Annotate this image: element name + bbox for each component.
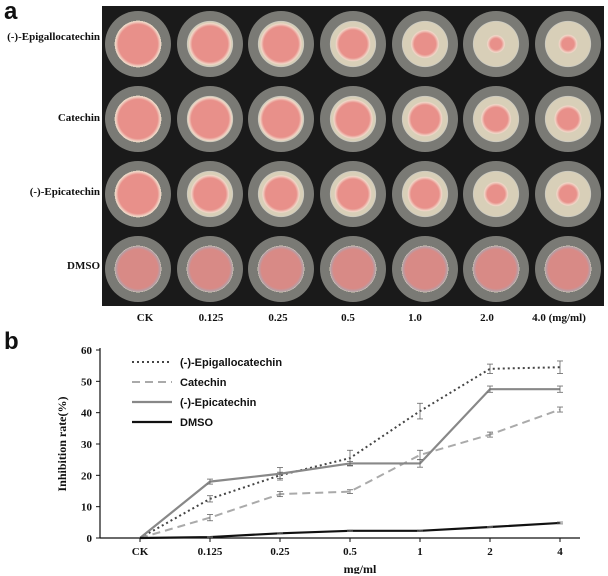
row-label: Catechin: [57, 112, 100, 124]
petri-dish: [463, 85, 530, 152]
petri-dish: [463, 10, 530, 77]
y-tick-label: 50: [81, 376, 93, 388]
petri-dish: [176, 85, 243, 152]
petri-dish: [104, 235, 171, 302]
concentration-label: 1.0: [408, 312, 422, 324]
x-tick-label: 1: [417, 546, 423, 558]
y-tick-label: 30: [81, 439, 93, 451]
legend-label: DMSO: [180, 417, 213, 429]
panel-b-letter: b: [4, 328, 19, 355]
photo-row: [102, 156, 604, 231]
y-tick-label: 40: [81, 408, 93, 420]
x-tick-label: 0.125: [198, 546, 223, 558]
y-axis-title: Inhibition rate(%): [55, 396, 69, 491]
concentration-label: 2.0: [480, 312, 494, 324]
legend-label: (-)-Epicatechin: [180, 397, 257, 409]
concentration-label: 0.5: [341, 312, 355, 324]
petri-dish: [391, 10, 458, 77]
petri-dish: [463, 160, 530, 227]
petri-dish: [176, 235, 243, 302]
petri-dish: [320, 160, 386, 227]
x-tick-label: CK: [132, 546, 149, 558]
panel-a-letter: a: [4, 0, 18, 25]
petri-dish: [391, 85, 458, 152]
petri-dish: [248, 85, 315, 152]
y-tick-label: 60: [81, 345, 93, 357]
petri-dish: [248, 10, 315, 77]
petri-dish: [320, 10, 386, 77]
legend-label: (-)-Epigallocatechin: [180, 357, 282, 369]
petri-dish: [535, 160, 602, 227]
row-label: (-)-Epicatechin: [29, 186, 100, 198]
row-label: (-)-Epigallocatechin: [7, 31, 100, 43]
petri-dish: [463, 235, 530, 302]
petri-dish: [535, 235, 602, 302]
legend-label: Catechin: [180, 377, 227, 389]
row-label: DMSO: [67, 260, 100, 272]
photo-row: [102, 231, 604, 306]
x-tick-label: 0.25: [270, 546, 290, 558]
petri-dish: [320, 235, 386, 302]
petri-dish: [104, 85, 171, 152]
concentration-label: CK: [136, 312, 154, 324]
x-tick-label: 4: [557, 546, 563, 558]
concentration-label: 4.0 (mg/ml): [532, 312, 586, 324]
petri-dish: [248, 160, 315, 227]
petri-dish: [535, 85, 602, 152]
x-tick-label: 0.5: [343, 546, 357, 558]
petri-dish: [104, 10, 171, 77]
y-tick-label: 10: [81, 502, 93, 514]
petri-dish: [391, 235, 458, 302]
petri-dish-photo-grid: [102, 6, 604, 306]
concentration-label: 0.125: [198, 312, 224, 324]
y-tick-label: 0: [87, 533, 93, 545]
petri-dish: [320, 85, 386, 152]
photo-row: [102, 81, 604, 156]
x-tick-label: 2: [487, 546, 493, 558]
petri-dish: [248, 235, 315, 302]
photo-row: [102, 6, 604, 81]
petri-dish: [391, 160, 458, 227]
petri-dish: [535, 10, 602, 77]
x-axis-title: mg/ml: [344, 562, 377, 574]
petri-dish: [104, 160, 171, 227]
y-tick-label: 20: [81, 470, 93, 482]
inhibition-rate-chart: 0 10 20 30 40 50 60 CK 0.125 0.25 0.5 1 2 4 mg/ml Inhib…: [55, 345, 580, 574]
petri-dish: [176, 10, 243, 77]
concentration-label: 0.25: [268, 312, 288, 324]
petri-dish: [176, 160, 243, 227]
